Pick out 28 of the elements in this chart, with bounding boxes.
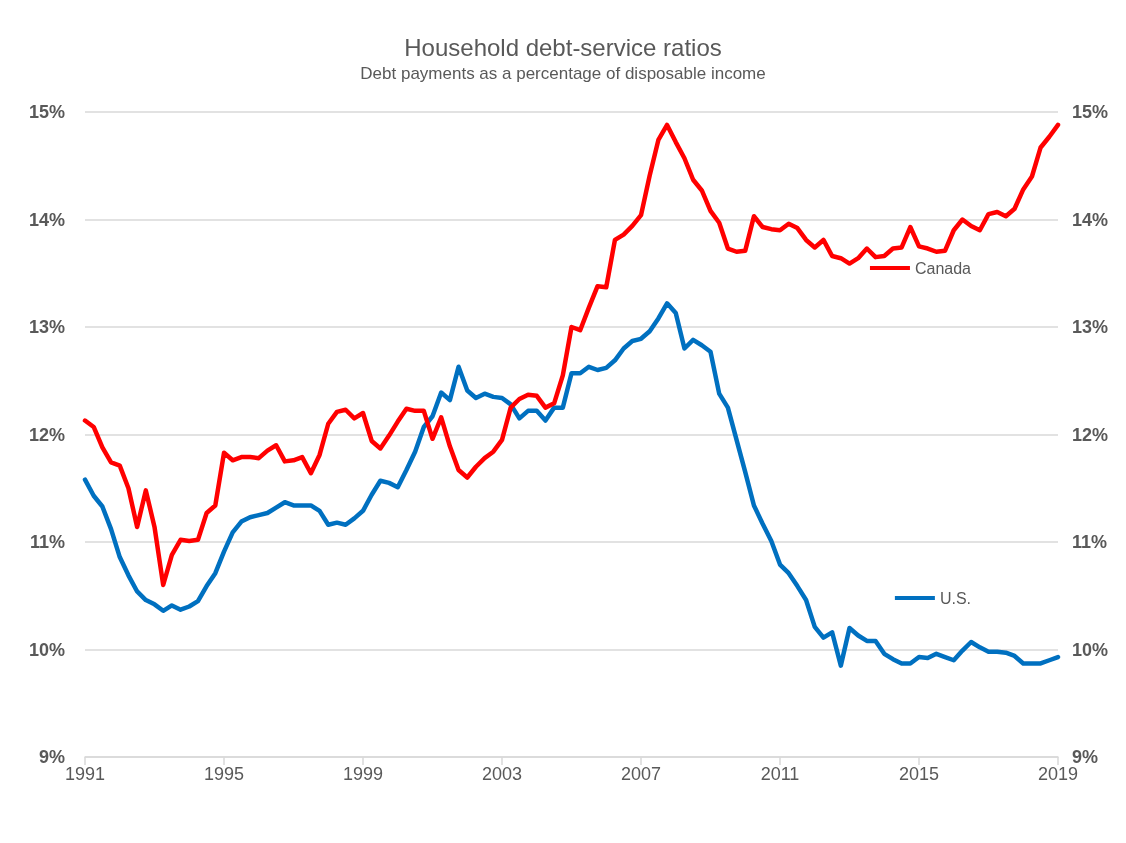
legend-label: Canada [914,259,972,277]
x-tick-label: 1999 [342,764,384,784]
y2-tick-label: 15% [1072,102,1109,122]
y2-tick-label: 9% [1072,747,1099,767]
x-tick-label: 2019 [1037,764,1079,784]
chart-title: Household debt-service ratios [404,33,722,61]
y-tick-label: 9% [38,747,65,767]
chart-subtitle: Debt payments as a percentage of disposable income [360,64,766,83]
y-tick-label: 13% [28,317,65,337]
x-tick-label: 2011 [760,764,800,784]
y-tick-label: 15% [28,102,65,122]
line-series [82,301,1061,668]
y-tick-label: 14% [28,209,65,230]
y-tick-label: 10% [28,639,65,660]
x-tick-label: 2003 [481,764,523,784]
y-tick-label: 11% [29,532,65,552]
y2-tick-label: 14% [1072,209,1109,230]
legend-label: U.S. [939,589,972,607]
x-tick-label: 1995 [203,764,245,784]
y2-tick-label: 10% [1072,639,1109,660]
x-tick-label: 2015 [898,764,940,784]
x-tick-label: 1991 [64,764,106,784]
y-tick-label: 12% [28,424,65,445]
y2-tick-label: 13% [1072,317,1109,337]
y2-tick-label: 11% [1072,532,1108,552]
y2-tick-label: 12% [1072,424,1109,445]
x-tick-label: 2007 [620,764,662,784]
line-series [82,122,1061,588]
